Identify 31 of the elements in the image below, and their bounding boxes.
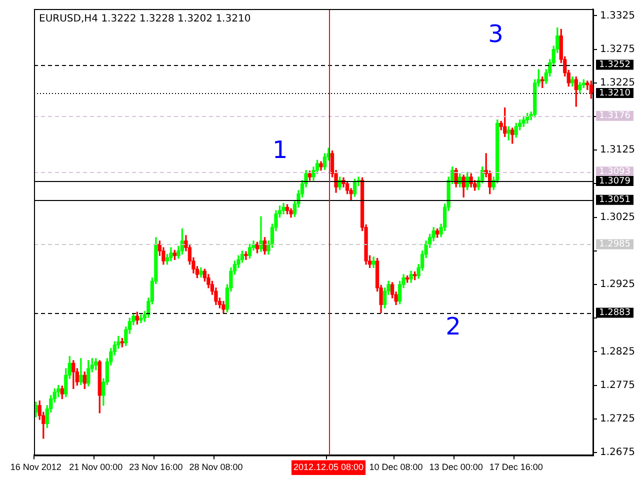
y-tick-label: 1.3325 <box>600 10 636 22</box>
ref-line-label: 1.3051 <box>599 195 631 206</box>
x-tick-label: 23 Nov 16:00 <box>129 462 183 472</box>
x-tick-label: 17 Dec 16:00 <box>489 462 543 472</box>
y-tick-label: 1.2775 <box>600 380 636 391</box>
ref-line-label: 1.3210 <box>599 88 631 98</box>
y-tick-label: 1.3025 <box>600 212 636 223</box>
ref-line-label: 1.3079 <box>599 176 631 186</box>
candlestick <box>244 251 248 260</box>
y-tick-label: 1.3275 <box>600 44 636 55</box>
ref-line-label: 1.3176 <box>599 111 631 122</box>
x-tick-label: 13 Dec 00:00 <box>429 462 483 472</box>
annotation: 2 <box>446 312 461 340</box>
y-tick-label: 1.2825 <box>600 346 636 358</box>
y-tick-label: 1.2675 <box>600 447 636 458</box>
y-tick-label: 1.3225 <box>600 78 636 89</box>
x-tick-label: 10 Dec 08:00 <box>369 462 423 472</box>
ref-line-label: 1.2883 <box>599 308 631 318</box>
x-tick-label: 21 Nov 00:00 <box>69 462 123 472</box>
annotation: 3 <box>488 20 504 48</box>
annotation: 1 <box>272 136 288 164</box>
x-tick-label: 2012.12.05 08:00 <box>293 462 364 472</box>
x-tick-label: 28 Nov 08:00 <box>189 462 243 472</box>
candlestick <box>259 216 263 252</box>
text: EURUSD,H4 1.3222 1.3228 1.3202 1.3210 <box>39 14 251 25</box>
ref-line-label: 1.3093 <box>599 166 631 177</box>
y-tick-label: 1.2925 <box>600 279 636 290</box>
y-tick-label: 1.2725 <box>600 414 636 425</box>
x-tick-label: 16 Nov 2012 <box>10 462 62 472</box>
y-tick-label: 1.3125 <box>600 144 636 156</box>
ref-line-label: 1.3252 <box>599 60 631 70</box>
